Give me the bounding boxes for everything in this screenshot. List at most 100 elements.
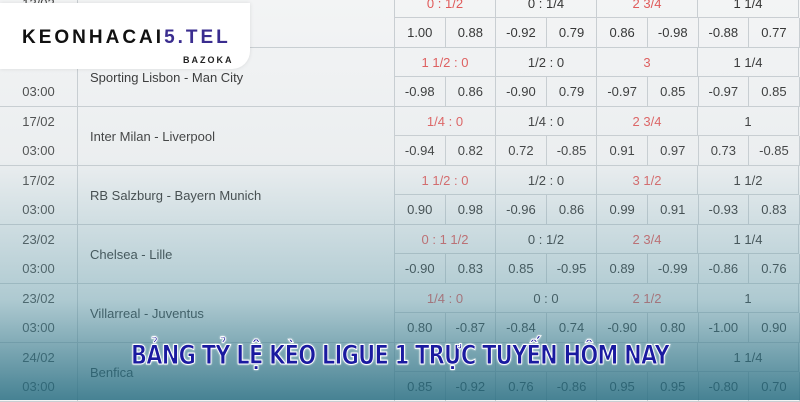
odds-value[interactable]: 0.95 <box>597 372 648 401</box>
odds-value[interactable]: 0.86 <box>547 195 598 224</box>
handicap-line: 1/4 : 0 <box>496 107 597 136</box>
odds-value[interactable]: -0.86 <box>699 254 750 283</box>
match-teams[interactable]: Chelsea - Lille <box>78 225 395 283</box>
odds-value[interactable]: 0.91 <box>597 136 648 165</box>
match-teams[interactable]: RB Salzburg - Bayern Munich <box>78 166 395 224</box>
handicap-line: 3 <box>597 48 698 77</box>
handicap-line: 1 1/4 <box>698 0 799 18</box>
odds-value[interactable]: 0.80 <box>648 313 699 342</box>
handicap-line: 0 : 1/2 <box>496 225 597 254</box>
odds-value[interactable]: 1.00 <box>395 18 446 47</box>
odds-value[interactable]: -0.88 <box>699 18 750 47</box>
odds-value[interactable]: 0.86 <box>597 18 648 47</box>
handicap-line: 0 : 1 1/2 <box>395 225 496 254</box>
match-time: 03:00 <box>0 77 78 106</box>
odds-value[interactable]: -1.00 <box>699 313 750 342</box>
odds-value[interactable]: -0.95 <box>547 254 598 283</box>
handicap-line: 1/2 : 0 <box>496 48 597 77</box>
match-row[interactable]: 17/02 03:00 RB Salzburg - Bayern Munich 1… <box>0 166 800 225</box>
odds-value[interactable]: 0.79 <box>547 18 598 47</box>
handicap-line: 1 1/2 : 0 <box>395 166 496 195</box>
odds-value[interactable]: -0.98 <box>648 18 699 47</box>
odds-value[interactable]: 0.76 <box>496 372 547 401</box>
odds-value[interactable]: -0.97 <box>597 77 648 106</box>
match-date: 17/02 <box>0 107 78 136</box>
odds-value[interactable]: 0.73 <box>699 136 750 165</box>
odds-value[interactable]: 0.77 <box>749 18 800 47</box>
match-date: 23/02 <box>0 225 78 254</box>
odds-value[interactable]: 0.80 <box>395 313 446 342</box>
match-time: 03:00 <box>0 195 78 224</box>
odds-value[interactable]: 0.86 <box>446 77 497 106</box>
match-time: 03:00 <box>0 254 78 283</box>
odds-value[interactable]: 0.97 <box>648 136 699 165</box>
odds-value[interactable]: -0.94 <box>395 136 446 165</box>
handicap-line: 3 1/2 <box>597 166 698 195</box>
odds-value[interactable]: -0.86 <box>547 372 598 401</box>
odds-value[interactable]: 0.95 <box>648 372 699 401</box>
odds-value[interactable]: -0.87 <box>446 313 497 342</box>
odds-value[interactable]: 0.85 <box>395 372 446 401</box>
handicap-line: 2 3/4 <box>597 107 698 136</box>
odds-value[interactable]: 0.99 <box>597 195 648 224</box>
site-logo[interactable]: KEONHACAI5.TEL BAZOKA <box>0 3 250 69</box>
odds-value[interactable]: -0.99 <box>648 254 699 283</box>
odds-value[interactable]: 0.89 <box>597 254 648 283</box>
odds-value[interactable]: 0.98 <box>446 195 497 224</box>
odds-value[interactable]: -0.96 <box>496 195 547 224</box>
match-row[interactable]: 23/02 03:00 Villarreal - Juventus 1/4 : 0… <box>0 284 800 343</box>
odds-value[interactable]: -0.90 <box>496 77 547 106</box>
odds-value[interactable]: 0.90 <box>749 313 800 342</box>
odds-value[interactable]: -0.84 <box>496 313 547 342</box>
odds-value[interactable]: 0.91 <box>648 195 699 224</box>
handicap-line: 0 : 1/4 <box>496 0 597 18</box>
odds-value[interactable]: -0.85 <box>749 136 800 165</box>
logo-accent: 5.TEL <box>164 27 231 48</box>
odds-value[interactable]: 0.85 <box>496 254 547 283</box>
handicap-line: 2 3/4 <box>597 0 698 18</box>
match-time: 03:00 <box>0 372 78 401</box>
match-row[interactable]: 17/02 03:00 Inter Milan - Liverpool 1/4 :… <box>0 107 800 166</box>
handicap-line: 1 <box>698 284 799 313</box>
odds-value[interactable]: -0.98 <box>395 77 446 106</box>
handicap-line: 1/4 : 0 <box>395 284 496 313</box>
odds-value[interactable]: -0.93 <box>699 195 750 224</box>
handicap-line: 2 3/4 <box>597 225 698 254</box>
odds-value[interactable]: 0.82 <box>446 136 497 165</box>
match-time: 03:00 <box>0 136 78 165</box>
handicap-line: 1 1/2 <box>698 166 799 195</box>
odds-value[interactable]: -0.92 <box>446 372 497 401</box>
odds-value[interactable]: 0.85 <box>648 77 699 106</box>
odds-value[interactable]: 0.70 <box>749 372 800 401</box>
odds-value[interactable]: 0.76 <box>749 254 800 283</box>
odds-value[interactable]: -0.97 <box>699 77 750 106</box>
match-date: 24/02 <box>0 343 78 372</box>
odds-value[interactable]: 0.90 <box>395 195 446 224</box>
odds-value[interactable]: -0.85 <box>547 136 598 165</box>
handicap-line: 1 1/4 <box>698 343 799 372</box>
match-date: 17/02 <box>0 166 78 195</box>
handicap-line: 1 1/2 : 0 <box>395 48 496 77</box>
match-teams[interactable]: Inter Milan - Liverpool <box>78 107 395 165</box>
logo-main: KEONHACAI <box>22 27 165 48</box>
logo-sub: BAZOKA <box>183 55 234 65</box>
odds-value[interactable]: -0.92 <box>496 18 547 47</box>
page-banner-title: BẢNG TỶ LỆ KÈO LIGUE 1 TRỰC TUYẾN HÔM NA… <box>130 340 671 372</box>
odds-value[interactable]: 0.79 <box>547 77 598 106</box>
handicap-line: 0 : 0 <box>496 284 597 313</box>
odds-value[interactable]: -0.80 <box>699 372 750 401</box>
handicap-line: 2 1/2 <box>597 284 698 313</box>
match-date: 23/02 <box>0 284 78 313</box>
odds-value[interactable]: -0.90 <box>395 254 446 283</box>
odds-value[interactable]: 0.74 <box>547 313 598 342</box>
odds-value[interactable]: -0.90 <box>597 313 648 342</box>
match-row[interactable]: 23/02 03:00 Chelsea - Lille 0 : 1 1/2 0 : … <box>0 225 800 284</box>
handicap-line: 1/2 : 0 <box>496 166 597 195</box>
match-time: 03:00 <box>0 313 78 342</box>
odds-value[interactable]: 0.83 <box>749 195 800 224</box>
odds-value[interactable]: 0.83 <box>446 254 497 283</box>
odds-value[interactable]: 0.72 <box>496 136 547 165</box>
match-teams[interactable]: Villarreal - Juventus <box>78 284 395 342</box>
odds-value[interactable]: 0.85 <box>749 77 800 106</box>
odds-value[interactable]: 0.88 <box>446 18 497 47</box>
